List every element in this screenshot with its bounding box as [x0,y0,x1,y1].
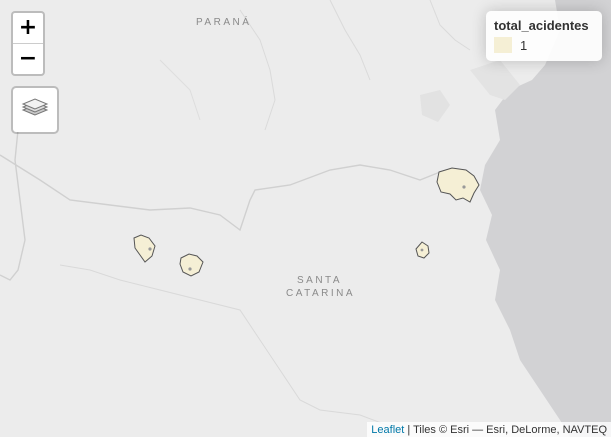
municipality-centroid [188,267,192,271]
attribution-text: | Tiles © Esri — Esri, DeLorme, NAVTEQ [404,424,607,436]
legend-swatch [494,37,512,53]
river-1 [59,264,401,431]
legend-title: total_acidentes [494,18,589,33]
municipality-polygon [179,253,204,277]
bay-detail [470,60,520,100]
municipality-centroid [462,185,466,189]
leaflet-link[interactable]: Leaflet [371,424,405,436]
western-border [0,129,26,281]
zoom-control: + − [11,11,45,76]
river-2 [239,9,276,131]
municipality-polygon [436,167,480,203]
municipality-centroid [148,247,152,251]
attribution: Leaflet | Tiles © Esri — Esri, DeLorme, … [367,422,611,437]
river-4 [429,0,471,51]
layers-control-button[interactable] [11,86,59,134]
river-5 [159,59,201,121]
place-label-catarina: CATARINA [286,288,356,299]
river-3 [329,0,371,81]
urban-area [420,90,450,122]
legend-label: 1 [520,37,528,53]
legend-item: 1 [494,37,594,53]
place-label-parana: PARANÁ [196,17,252,28]
zoom-in-button[interactable]: + [13,13,43,44]
municipality-centroid [420,248,424,252]
place-label-santa: SANTA [297,275,343,286]
legend: total_acidentes 1 [486,11,602,61]
layers-icon [21,98,49,116]
state-border [0,154,441,232]
municipality-polygon [133,234,156,263]
ocean [480,0,611,437]
zoom-out-button[interactable]: − [18,46,38,71]
